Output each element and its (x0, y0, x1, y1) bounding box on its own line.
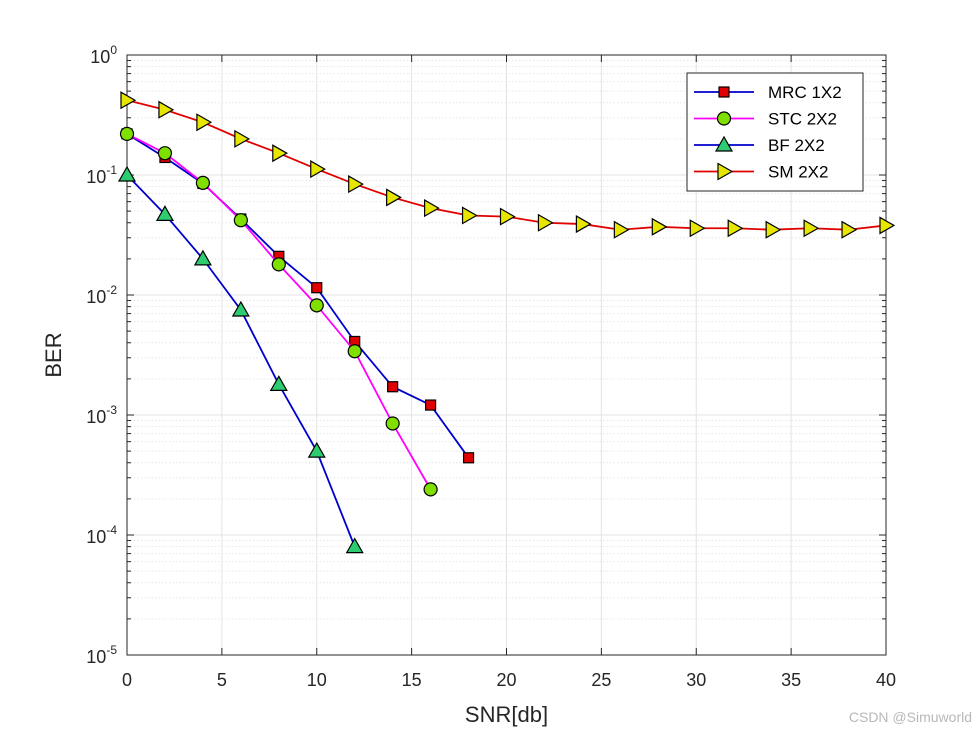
data-point (575, 215, 592, 234)
data-point (387, 381, 399, 393)
x-tick-label: 5 (217, 670, 227, 690)
x-tick-label: 30 (686, 670, 706, 690)
data-point (425, 399, 437, 411)
data-point (117, 165, 137, 182)
data-point (424, 199, 440, 218)
x-tick-label: 35 (781, 670, 801, 690)
data-point (499, 207, 516, 226)
legend-marker (716, 111, 732, 126)
y-tick-label: 10-1 (86, 163, 117, 187)
data-point (196, 113, 213, 132)
legend-entry: STC 2X2 (694, 110, 837, 129)
data-point (310, 160, 326, 179)
data-point (385, 416, 400, 431)
data-point (311, 282, 323, 294)
data-point (347, 344, 362, 359)
data-point (879, 216, 896, 235)
data-point (689, 219, 706, 238)
x-tick-label: 15 (402, 670, 422, 690)
y-tick-label: 10-5 (86, 643, 117, 667)
data-point (651, 217, 668, 236)
data-point (233, 213, 248, 228)
data-point (120, 91, 137, 110)
data-point (195, 175, 210, 190)
data-point (462, 452, 475, 464)
data-point (307, 441, 326, 458)
axes: 0 5 10 15 20 25 30 35 40 100 10-1 10-2 10-3 10-4 10-5 S… (41, 43, 896, 727)
watermark: CSDN @Simuworld (848, 709, 972, 725)
y-tick-label: 10-2 (86, 283, 117, 307)
y-axis-title: BER (41, 332, 66, 377)
data-point (234, 129, 251, 148)
data-point (231, 300, 250, 317)
data-point (803, 219, 820, 238)
legend-label: STC 2X2 (768, 110, 837, 129)
data-point (271, 257, 286, 272)
data-point (348, 175, 364, 194)
series-line (126, 133, 470, 459)
series-sm-2x2 (120, 91, 896, 239)
legend-label: SM 2X2 (768, 163, 828, 182)
data-point (269, 375, 288, 391)
legend-marker (714, 135, 734, 152)
data-point (157, 146, 173, 161)
x-axis-title: SNR[db] (465, 702, 548, 727)
legend-label: MRC 1X2 (768, 83, 842, 102)
legend: MRC 1X2 STC 2X2 BF 2X2 SM 2X2 (686, 72, 864, 192)
data-point (765, 220, 782, 239)
data-point (119, 126, 135, 142)
legend-marker (717, 162, 734, 181)
series-stc-2x2 (119, 126, 438, 497)
series-bf-2x2 (117, 165, 364, 554)
data-point (613, 220, 630, 239)
legend-entry: MRC 1X2 (694, 83, 842, 102)
data-point (272, 144, 289, 163)
data-point (158, 100, 175, 119)
x-tick-label: 25 (591, 670, 611, 690)
y-tick-label: 10-4 (86, 523, 117, 547)
y-tick-label: 10-3 (86, 403, 117, 427)
series-layer (117, 91, 896, 554)
x-tick-label: 0 (122, 670, 132, 690)
data-point (461, 206, 478, 225)
data-point (309, 298, 324, 313)
x-tick-label: 40 (876, 670, 896, 690)
y-tick-label: 100 (90, 43, 117, 67)
data-point (345, 537, 364, 554)
legend-entry: SM 2X2 (694, 162, 828, 182)
data-point (727, 219, 744, 238)
data-point (386, 188, 402, 207)
data-point (841, 220, 858, 239)
legend-label: BF 2X2 (768, 136, 825, 155)
data-point (537, 213, 554, 232)
data-point (423, 482, 438, 497)
x-tick-label: 20 (496, 670, 516, 690)
data-point (155, 205, 174, 221)
legend-entry: BF 2X2 (694, 135, 825, 155)
x-tick-label: 10 (307, 670, 327, 690)
legend-marker (718, 86, 730, 98)
data-point (193, 249, 212, 266)
